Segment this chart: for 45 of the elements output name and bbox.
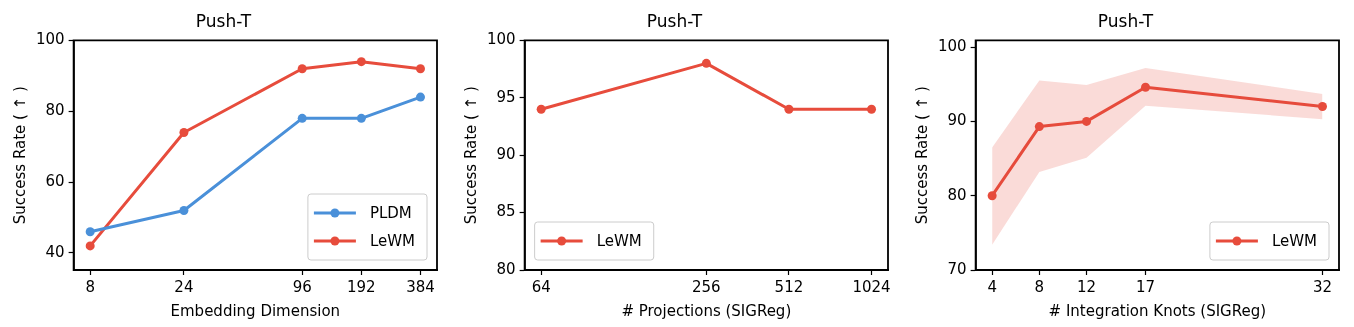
y-tick-label: 95 — [496, 87, 516, 106]
y-tick-label: 100 — [486, 30, 516, 49]
x-axis-title: # Integration Knots (SIGReg) — [1048, 301, 1267, 320]
x-tick-label: 8 — [85, 277, 95, 296]
chart-title: Push-T — [195, 10, 252, 31]
x-tick-label: 512 — [774, 277, 804, 296]
chart-title: Push-T — [646, 10, 703, 31]
point — [1317, 102, 1327, 112]
y-tick-label: 80 — [45, 101, 65, 120]
x-tick-label: 4 — [987, 277, 997, 296]
x-tick-label: 192 — [347, 277, 376, 296]
chart-title: Push-T — [1097, 10, 1154, 31]
point — [1082, 116, 1092, 126]
x-tick-label: 8 — [1034, 277, 1045, 296]
y-axis-title: Success Rate ( ↑ ) — [912, 86, 931, 225]
y-tick-label: 100 — [35, 30, 65, 49]
x-axis-title: # Projections (SIGReg) — [621, 301, 792, 320]
y-axis-title: Success Rate ( ↑ ) — [461, 86, 480, 225]
legend-label: LeWM — [1271, 231, 1318, 250]
legend-label: LeWM — [369, 231, 416, 250]
point — [987, 191, 997, 201]
x-tick-label: 96 — [292, 277, 312, 296]
x-tick-label: 384 — [406, 277, 435, 296]
y-tick-label: 80 — [496, 259, 516, 278]
x-tick-label: 256 — [692, 277, 721, 296]
y-tick-label: 85 — [496, 202, 516, 221]
y-axis-title: Success Rate ( ↑ ) — [10, 86, 29, 225]
legend-label: PLDM — [369, 203, 412, 222]
y-tick-label: 90 — [496, 145, 516, 164]
x-tick-label: 64 — [531, 277, 551, 296]
x-tick-label: 12 — [1076, 277, 1097, 296]
x-tick-label: 17 — [1135, 277, 1156, 296]
point — [1141, 82, 1151, 92]
x-tick-label: 32 — [1312, 277, 1333, 296]
y-tick-label: 80 — [947, 185, 967, 204]
y-tick-label: 60 — [45, 172, 65, 191]
y-tick-label: 70 — [947, 259, 967, 278]
x-axis-title: Embedding Dimension — [170, 301, 341, 320]
x-tick-label: 1024 — [852, 277, 891, 296]
y-tick-label: 40 — [45, 242, 65, 261]
y-tick-label: 100 — [937, 36, 967, 55]
x-tick-label: 24 — [174, 277, 194, 296]
point — [1034, 122, 1044, 132]
y-tick-label: 90 — [947, 111, 967, 130]
legend-label: LeWM — [596, 231, 642, 250]
